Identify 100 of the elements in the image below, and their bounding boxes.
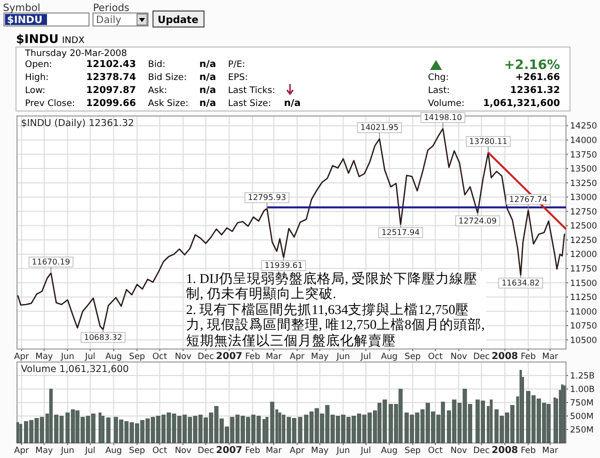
x-tick-label: Sep	[404, 446, 421, 456]
y-tick-label: 1.00B	[570, 385, 595, 395]
text: Chg:	[428, 73, 449, 83]
text: +2.16%	[504, 58, 560, 73]
y-tick-label: 12750	[570, 207, 598, 218]
x-tick-label: Sep	[129, 446, 146, 456]
bar	[16, 422, 20, 444]
text: Bid:	[148, 60, 166, 70]
chart-title: $INDU (Daily) 12361.32	[21, 118, 134, 129]
x-tick-label: Aug	[105, 352, 122, 362]
annotation: 14198.10	[424, 113, 462, 122]
x-tick-label: Dec	[473, 446, 490, 456]
x-tick-label: May	[311, 446, 329, 456]
x-tick-label: Mar	[266, 352, 282, 362]
text: Symbol	[3, 3, 40, 14]
text: Prev Close:	[25, 99, 76, 109]
x-tick-label: Apr	[14, 352, 30, 362]
annotation: 12767.74	[509, 194, 548, 204]
x-tick-label: Nov	[450, 352, 468, 362]
x-tick-label: Aug	[105, 446, 122, 456]
text: 12102.43	[86, 59, 136, 70]
text: Update	[158, 15, 199, 26]
x-tick-label: Aug	[380, 352, 398, 362]
x-tick-label: Sep	[129, 352, 146, 362]
x-tick-label: Apr	[290, 446, 306, 456]
x-tick-label: Jul	[360, 352, 372, 362]
y-tick-label: 13750	[570, 150, 598, 160]
text: Last Size:	[228, 99, 272, 109]
text: n/a	[199, 72, 216, 83]
text: P/E:	[228, 60, 246, 70]
annotation: 10683.32	[84, 332, 122, 342]
text: Daily	[96, 15, 122, 26]
text: Volume:	[428, 99, 465, 109]
annotation: 2. 現有下檔區間先抓11,634支撐與上檔12,750壓力, 現假設爲區間整理, 唯12,750上檔8個月的頭部, 短期無法僅以三個月盤底化解賣壓	[186, 302, 486, 348]
x-tick-label: May	[35, 446, 53, 456]
text: Ask:	[148, 86, 168, 96]
x-tick-label: Mar	[542, 352, 559, 362]
y-tick-label: 14250	[570, 122, 598, 132]
y-tick-label: 13250	[570, 178, 598, 189]
annotation: 12724.09	[458, 216, 497, 226]
x-tick-label: Feb	[520, 446, 536, 456]
x-tick-label: Feb	[245, 446, 260, 456]
x-tick-label: Oct	[152, 446, 168, 456]
x-tick-label: Jun	[60, 352, 74, 362]
x-tick-label: Jun	[336, 352, 350, 362]
x-tick-label: Jul	[84, 352, 96, 362]
x-tick-label: Oct	[152, 352, 168, 362]
text: 12099.66	[86, 98, 136, 109]
annotation: 12517.94	[382, 228, 420, 238]
x-tick-label: Jul	[84, 446, 96, 456]
x-tick-label: Apr	[290, 352, 306, 362]
x-tick-label: Feb	[520, 352, 536, 362]
x-tick-label: Oct	[428, 446, 444, 456]
y-tick-label: 14000	[570, 136, 598, 146]
text: n/a	[199, 59, 216, 70]
x-tick-label: Jun	[60, 446, 74, 456]
y-tick-label: 250M	[570, 426, 594, 436]
x-tick-label: Nov	[450, 446, 468, 456]
y-tick-label: 10750	[570, 322, 598, 332]
x-tick-label: Feb	[245, 352, 260, 362]
x-tick-label: 2007	[216, 445, 242, 456]
text: $INDU	[16, 32, 59, 46]
text: Low:	[25, 86, 46, 96]
y-tick-label: 10500	[570, 336, 598, 346]
y-tick-label: 750M	[570, 398, 594, 408]
text: 12378.74	[86, 72, 136, 83]
annotation: 11939.61	[264, 261, 303, 270]
text: 1,061,321,600	[483, 98, 560, 109]
text: Last Ticks:	[228, 86, 276, 96]
text: EPS:	[228, 73, 248, 83]
x-tick-label: Nov	[174, 446, 192, 456]
y-tick-label: 12000	[570, 250, 598, 260]
annotation: 14021.95	[360, 123, 399, 132]
y-tick-label: 11750	[570, 264, 598, 274]
text: 12097.87	[86, 85, 136, 96]
text: 12361.32	[510, 85, 560, 96]
y-tick-label: 11500	[570, 278, 598, 289]
y-tick-label: 12500	[570, 222, 598, 232]
x-tick-label: Jul	[360, 446, 372, 456]
x-tick-label: Sep	[404, 352, 421, 362]
y-tick-label: 12250	[570, 236, 598, 246]
x-tick-label: Apr	[14, 446, 30, 456]
annotation: 11670.19	[32, 258, 70, 267]
text: Ask Size:	[148, 99, 188, 109]
x-tick-label: 2008	[492, 351, 518, 362]
text: $INDU	[7, 15, 42, 26]
text: n/a	[284, 98, 301, 109]
x-tick-label: Jun	[336, 446, 350, 456]
y-tick-label: 500M	[570, 412, 594, 422]
y-tick-label: 11250	[570, 293, 598, 304]
x-tick-label: Mar	[542, 446, 559, 456]
annotation: 12795.93	[248, 193, 286, 202]
x-tick-label: Dec	[198, 446, 214, 456]
chart-title: Volume 1,061,321,600	[21, 364, 129, 375]
x-tick-label: 2007	[216, 351, 242, 362]
text: Thursday 20-Mar-2008	[24, 49, 128, 59]
text: High:	[25, 73, 49, 83]
x-tick-label: 2008	[492, 445, 518, 456]
x-tick-label: May	[35, 352, 53, 362]
text: n/a	[199, 85, 216, 96]
